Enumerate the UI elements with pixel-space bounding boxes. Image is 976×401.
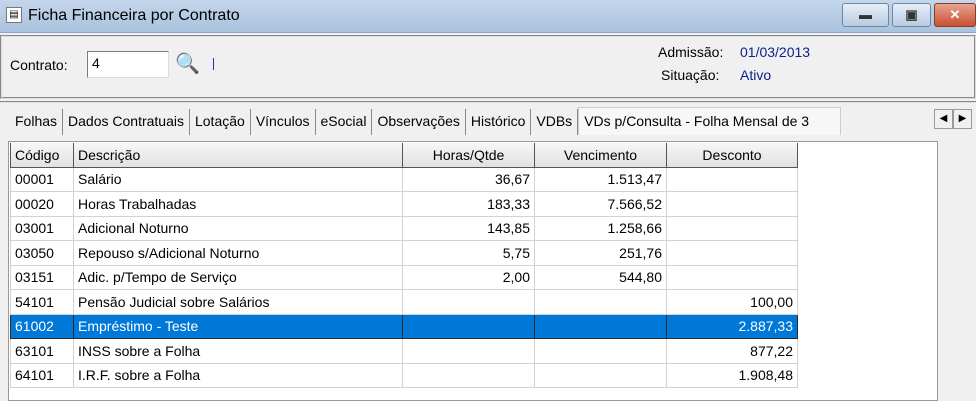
tab-8[interactable]: VDs p/Consulta - Folha Mensal de 3: [578, 107, 842, 135]
table-cell: [666, 240, 798, 266]
table-cell: 54101: [10, 289, 74, 315]
table-cell: 2.887,33: [666, 313, 798, 339]
tab-6[interactable]: Histórico: [466, 109, 532, 135]
table-cell: [402, 313, 535, 339]
chevron-left-icon[interactable]: ◀: [934, 109, 953, 129]
admissao-value: 01/03/2013: [740, 44, 811, 60]
close-button[interactable]: ✕: [934, 3, 976, 27]
table-cell: [534, 362, 667, 388]
tab-scroll: ◀ ▶: [934, 109, 972, 129]
contrato-label: Contrato:: [10, 57, 68, 73]
maximize-button[interactable]: ▣: [892, 3, 931, 27]
tab-4[interactable]: eSocial: [316, 109, 373, 135]
table-cell: Salário: [73, 166, 403, 192]
table-cell: [534, 289, 667, 315]
tab-0[interactable]: Folhas: [10, 109, 64, 135]
table-row[interactable]: 61002 Empréstimo - Teste 2.887,33: [10, 313, 798, 339]
table-cell: 00020: [10, 191, 74, 217]
table-cell: [666, 215, 798, 241]
situacao-value: Ativo: [740, 67, 772, 83]
table-row[interactable]: 03151 Adic. p/Tempo de Serviço 2,00 544,80: [10, 264, 798, 290]
tab-5[interactable]: Observações: [372, 109, 466, 135]
column-header[interactable]: Descrição: [73, 143, 403, 168]
table-cell: 36,67: [402, 166, 535, 192]
table-row[interactable]: 03001 Adicional Noturno 143,85 1.258,66: [10, 215, 798, 241]
table-row[interactable]: 03050 Repouso s/Adicional Noturno 5,75 251,…: [10, 240, 798, 266]
table-cell: Empréstimo - Teste: [73, 313, 403, 339]
table-cell: 7.566,52: [534, 191, 667, 217]
column-header[interactable]: Código: [10, 143, 74, 168]
table-cell: [534, 313, 667, 339]
table-cell: [666, 191, 798, 217]
table-cell: [402, 338, 535, 364]
table-cell: [666, 166, 798, 192]
table-cell: 03001: [10, 215, 74, 241]
tab-1[interactable]: Dados Contratuais: [63, 109, 190, 135]
table-cell: 1.513,47: [534, 166, 667, 192]
tabs-panel: [0, 101, 976, 401]
table-cell: [402, 289, 535, 315]
table-cell: Horas Trabalhadas: [73, 191, 403, 217]
column-header[interactable]: Desconto: [666, 143, 798, 168]
table-cell: 2,00: [402, 264, 535, 290]
column-header[interactable]: Vencimento: [534, 143, 667, 168]
chevron-right-icon[interactable]: ▶: [953, 109, 972, 129]
tab-bar: Folhas Dados Contratuais Lotação Vínculos eS…: [10, 107, 842, 135]
table-cell: 00001: [10, 166, 74, 192]
table-cell: Adic. p/Tempo de Serviço: [73, 264, 403, 290]
table-cell: 1.908,48: [666, 362, 798, 388]
table-cell: [402, 362, 535, 388]
tab-2[interactable]: Lotação: [190, 109, 251, 135]
table-cell: 03151: [10, 264, 74, 290]
table-cell: INSS sobre a Folha: [73, 338, 403, 364]
admissao-label: Admissão:: [658, 44, 724, 60]
table-row[interactable]: 64101 I.R.F. sobre a Folha 1.908,48: [10, 362, 798, 388]
tab-3[interactable]: Vínculos: [251, 109, 316, 135]
table-row[interactable]: 54101 Pensão Judicial sobre Salários 100,0…: [10, 289, 798, 315]
table-cell: 63101: [10, 338, 74, 364]
table-cell: 61002: [10, 313, 74, 339]
table-cell: 877,22: [666, 338, 798, 364]
table-row[interactable]: 00020 Horas Trabalhadas 183,33 7.566,52: [10, 191, 798, 217]
table-cell: I.R.F. sobre a Folha: [73, 362, 403, 388]
tab-7[interactable]: VDBs: [531, 109, 579, 135]
table-cell: Repouso s/Adicional Noturno: [73, 240, 403, 266]
table-row[interactable]: 00001 Salário 36,67 1.513,47: [10, 166, 798, 192]
minimize-button[interactable]: ▬: [842, 3, 889, 27]
contrato-input[interactable]: 4: [87, 51, 169, 78]
table-cell: 251,76: [534, 240, 667, 266]
table-cell: 64101: [10, 362, 74, 388]
table-cell: 143,85: [402, 215, 535, 241]
table-cell: Pensão Judicial sobre Salários: [73, 289, 403, 315]
situacao-label: Situação:: [661, 67, 720, 83]
vds-grid: Código Descrição Horas/Qtde Vencimento Desco…: [8, 141, 938, 401]
table-cell: Adicional Noturno: [73, 215, 403, 241]
table-cell: 03050: [10, 240, 74, 266]
table-cell: 5,75: [402, 240, 535, 266]
table-cell: 1.258,66: [534, 215, 667, 241]
contract-header-panel: [0, 35, 976, 99]
table-cell: 183,33: [402, 191, 535, 217]
table-cell: 544,80: [534, 264, 667, 290]
text-cursor: [213, 58, 214, 70]
table-row[interactable]: 63101 INSS sobre a Folha 877,22: [10, 338, 798, 364]
search-icon[interactable]: 🔍: [175, 53, 200, 75]
window-title: Ficha Financeira por Contrato: [28, 7, 240, 24]
table-cell: 100,00: [666, 289, 798, 315]
title-bar: ▤ Ficha Financeira por Contrato ▬ ▣ ✕: [0, 0, 976, 33]
column-header[interactable]: Horas/Qtde: [402, 143, 535, 168]
table-cell: [666, 264, 798, 290]
table-cell: [534, 338, 667, 364]
app-icon: ▤: [6, 7, 22, 23]
